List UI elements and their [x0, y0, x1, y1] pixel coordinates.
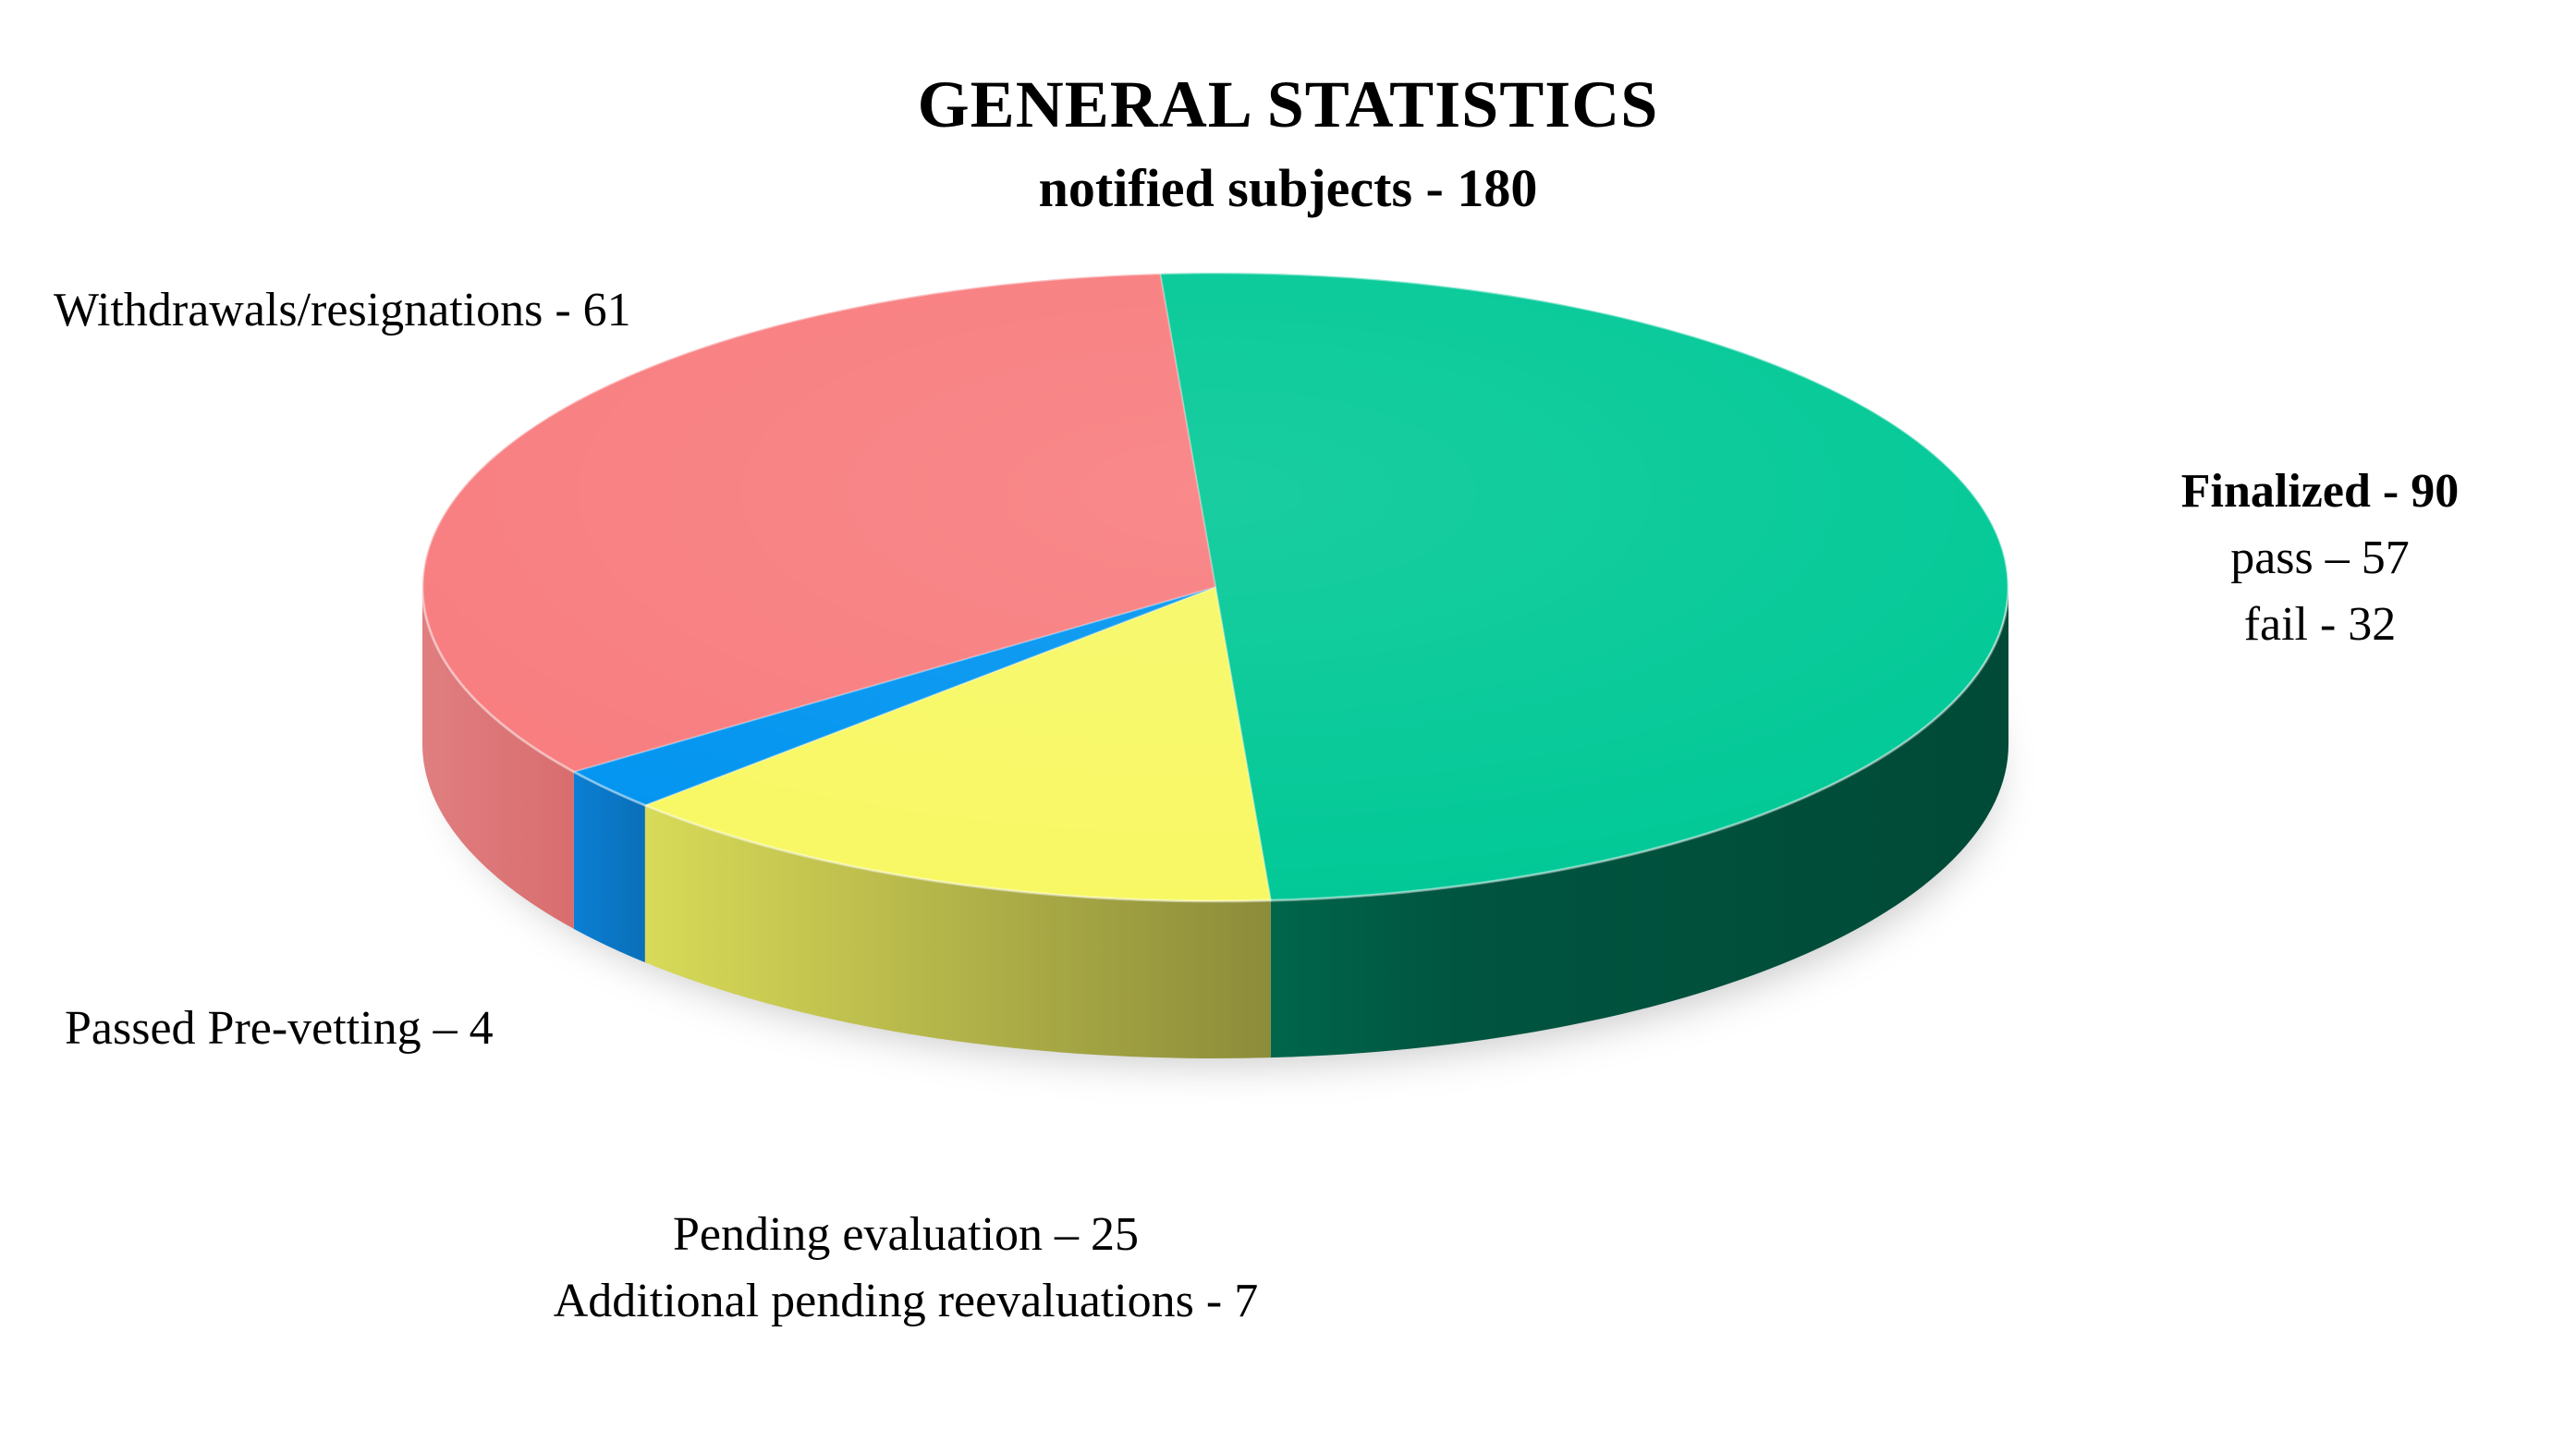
pie-slice-side-finalized: [1270, 587, 2008, 1058]
prevetting-label: Passed Pre-vetting – 4: [65, 1002, 494, 1055]
pending-line1: Pending evaluation – 25: [672, 1208, 1140, 1261]
pie-slice-side-withdrawals-resignations: [422, 587, 574, 929]
pie-top-rim: [421, 271, 2010, 903]
finalized-pass: pass – 57: [2230, 532, 2410, 584]
pie-slice-side-pending-evaluation: [644, 805, 1271, 1058]
chart-title: GENERAL STATISTICS: [917, 67, 1659, 141]
pending-line2: Additional pending reevaluations - 7: [553, 1275, 1259, 1327]
finalized-fail: fail - 32: [2243, 598, 2397, 651]
withdrawals-label: Withdrawals/resignations - 61: [54, 284, 631, 336]
pie-slice-side-passed-pre-vetting: [573, 771, 645, 963]
finalized-label: Finalized - 90 pass – 57 fail - 32: [2126, 458, 2514, 658]
chart-subtitle: notified subjects - 180: [1038, 158, 1538, 218]
pending-label: Pending evaluation – 25 Additional pendi…: [305, 1202, 1507, 1335]
finalized-title: Finalized - 90: [2180, 465, 2460, 518]
